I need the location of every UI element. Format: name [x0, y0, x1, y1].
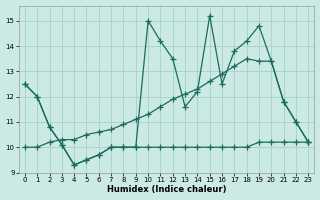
X-axis label: Humidex (Indice chaleur): Humidex (Indice chaleur)	[107, 185, 226, 194]
